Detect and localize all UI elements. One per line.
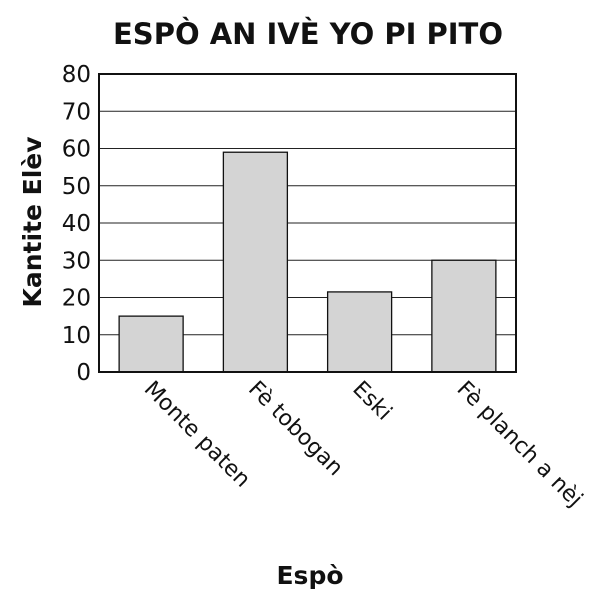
x-tick-label: Monte paten xyxy=(139,377,255,493)
y-tick-label: 50 xyxy=(62,174,91,200)
x-tick-label: Eski xyxy=(347,377,396,426)
chart-title: ESPÒ AN IVÈ YO PI PITO xyxy=(113,17,503,51)
bar xyxy=(118,315,184,373)
bar xyxy=(431,259,497,373)
y-tick-label: 10 xyxy=(62,323,91,349)
y-tick-label: 0 xyxy=(76,360,91,386)
y-tick-label: 60 xyxy=(62,137,91,163)
y-tick-label: 80 xyxy=(62,62,91,88)
bar xyxy=(222,151,289,373)
y-tick-label: 70 xyxy=(62,99,91,125)
bar xyxy=(326,291,393,373)
x-tick-label: Fè planch a nèj xyxy=(452,377,587,512)
y-tick-label: 20 xyxy=(62,286,91,312)
y-axis-title: Kantite Elèv xyxy=(18,136,47,307)
plot-frame xyxy=(98,73,517,373)
x-tick-label: Fè tobogan xyxy=(243,377,348,482)
x-axis-title: Espò xyxy=(276,561,343,590)
y-tick-label: 30 xyxy=(62,248,91,274)
y-tick-label: 40 xyxy=(62,211,91,237)
